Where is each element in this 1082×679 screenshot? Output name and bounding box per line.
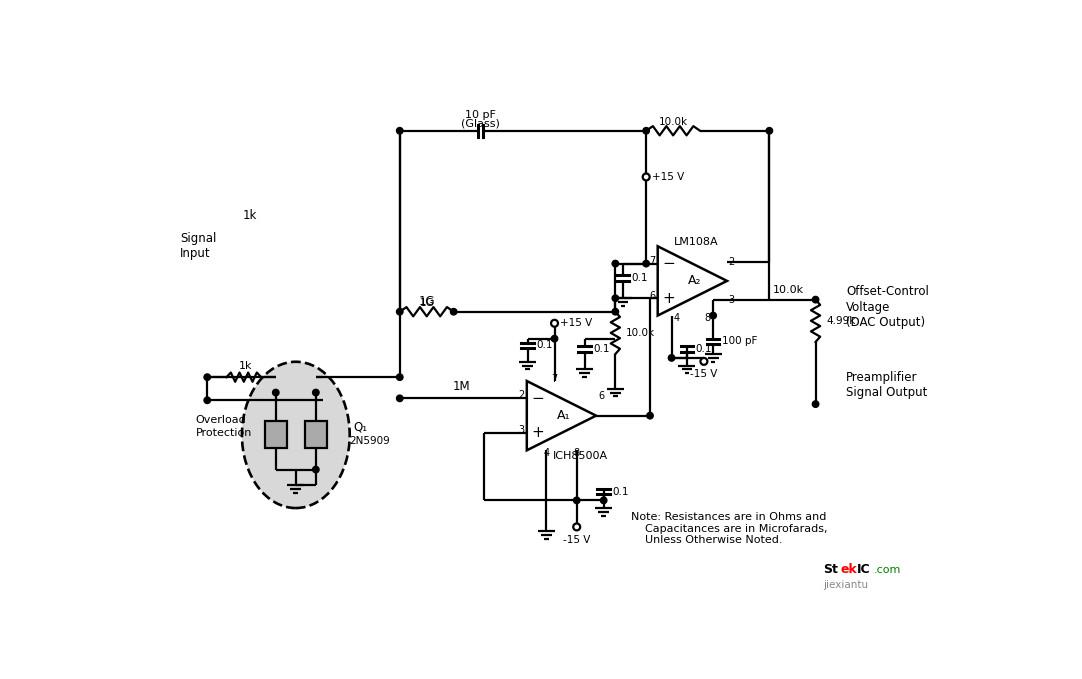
Text: 10.0k: 10.0k <box>659 117 688 127</box>
Text: Overload: Overload <box>196 414 247 424</box>
Text: 2: 2 <box>518 390 525 400</box>
Text: 6: 6 <box>598 391 605 401</box>
Circle shape <box>710 312 716 319</box>
Ellipse shape <box>242 362 349 508</box>
Text: Signal Output: Signal Output <box>846 386 927 399</box>
Text: Note: Resistances are in Ohms and
    Capacitances are in Microfarads,
    Unles: Note: Resistances are in Ohms and Capaci… <box>631 512 828 545</box>
Text: Q₁: Q₁ <box>354 421 368 434</box>
Text: Preamplifier: Preamplifier <box>846 371 918 384</box>
Text: 2: 2 <box>728 257 735 266</box>
Circle shape <box>813 401 819 407</box>
Text: 6: 6 <box>649 291 656 301</box>
Text: 1G: 1G <box>419 295 435 308</box>
Circle shape <box>396 128 403 134</box>
Text: 4: 4 <box>543 448 550 458</box>
Text: +: + <box>662 291 675 306</box>
Text: 7: 7 <box>552 373 557 384</box>
Text: jiexiantu: jiexiantu <box>823 580 869 590</box>
Circle shape <box>573 497 580 504</box>
Text: 8: 8 <box>573 448 580 458</box>
Text: ek: ek <box>841 563 857 576</box>
Text: 4.99k: 4.99k <box>827 316 856 326</box>
Circle shape <box>813 297 819 303</box>
Text: LM108A: LM108A <box>674 237 718 246</box>
Text: +15 V: +15 V <box>651 172 684 182</box>
Text: Offset-Control: Offset-Control <box>846 285 929 299</box>
Text: 4: 4 <box>674 313 681 323</box>
Text: 3: 3 <box>518 425 525 435</box>
Text: Protection: Protection <box>196 428 252 439</box>
Circle shape <box>313 466 319 473</box>
Text: Signal: Signal <box>181 232 216 245</box>
Text: (Glass): (Glass) <box>461 119 500 129</box>
Text: 10.0k: 10.0k <box>773 285 804 295</box>
Circle shape <box>396 395 403 401</box>
Circle shape <box>612 260 619 267</box>
Text: 100 pF: 100 pF <box>722 336 757 346</box>
Circle shape <box>313 389 319 396</box>
Circle shape <box>204 374 211 380</box>
Text: −: − <box>531 391 544 406</box>
Text: +: + <box>531 426 544 441</box>
FancyBboxPatch shape <box>305 422 327 448</box>
Text: 8: 8 <box>704 313 711 323</box>
Text: 1k: 1k <box>242 209 256 222</box>
Circle shape <box>643 260 649 267</box>
Text: 0.1: 0.1 <box>593 344 609 354</box>
Text: 10 pF: 10 pF <box>465 111 496 120</box>
Circle shape <box>552 335 557 342</box>
Text: 1k: 1k <box>239 361 252 371</box>
Circle shape <box>396 374 403 380</box>
Text: 0.1: 0.1 <box>612 487 629 496</box>
Circle shape <box>612 308 619 315</box>
Text: IC: IC <box>857 563 871 576</box>
Text: St: St <box>823 563 839 576</box>
Circle shape <box>669 354 675 361</box>
FancyBboxPatch shape <box>265 422 287 448</box>
Text: 0.1: 0.1 <box>632 273 648 283</box>
Circle shape <box>766 128 773 134</box>
Circle shape <box>643 128 649 134</box>
Text: A₁: A₁ <box>557 409 570 422</box>
Text: -15 V: -15 V <box>563 534 591 545</box>
Circle shape <box>601 497 607 504</box>
Text: 1G: 1G <box>420 298 434 308</box>
Text: −: − <box>662 256 675 271</box>
Text: 7: 7 <box>649 256 656 266</box>
Text: ICH8500A: ICH8500A <box>553 452 608 462</box>
Circle shape <box>204 397 211 403</box>
Text: 10.0k: 10.0k <box>626 328 656 338</box>
Text: 1M: 1M <box>452 380 471 393</box>
Text: -15 V: -15 V <box>690 369 717 379</box>
Text: (DAC Output): (DAC Output) <box>846 316 925 329</box>
Text: 3: 3 <box>728 295 735 306</box>
Text: A₂: A₂ <box>688 274 701 287</box>
Text: 0.1: 0.1 <box>696 344 712 354</box>
Text: Input: Input <box>181 247 211 261</box>
Text: +15 V: +15 V <box>559 318 592 328</box>
Circle shape <box>612 295 619 301</box>
Text: 2N5909: 2N5909 <box>349 436 391 446</box>
Text: Voltage: Voltage <box>846 301 890 314</box>
Circle shape <box>273 389 279 396</box>
Circle shape <box>647 412 654 419</box>
Circle shape <box>396 308 403 315</box>
Text: .com: .com <box>874 565 901 574</box>
Text: 0.1: 0.1 <box>536 340 553 350</box>
Circle shape <box>450 308 457 315</box>
